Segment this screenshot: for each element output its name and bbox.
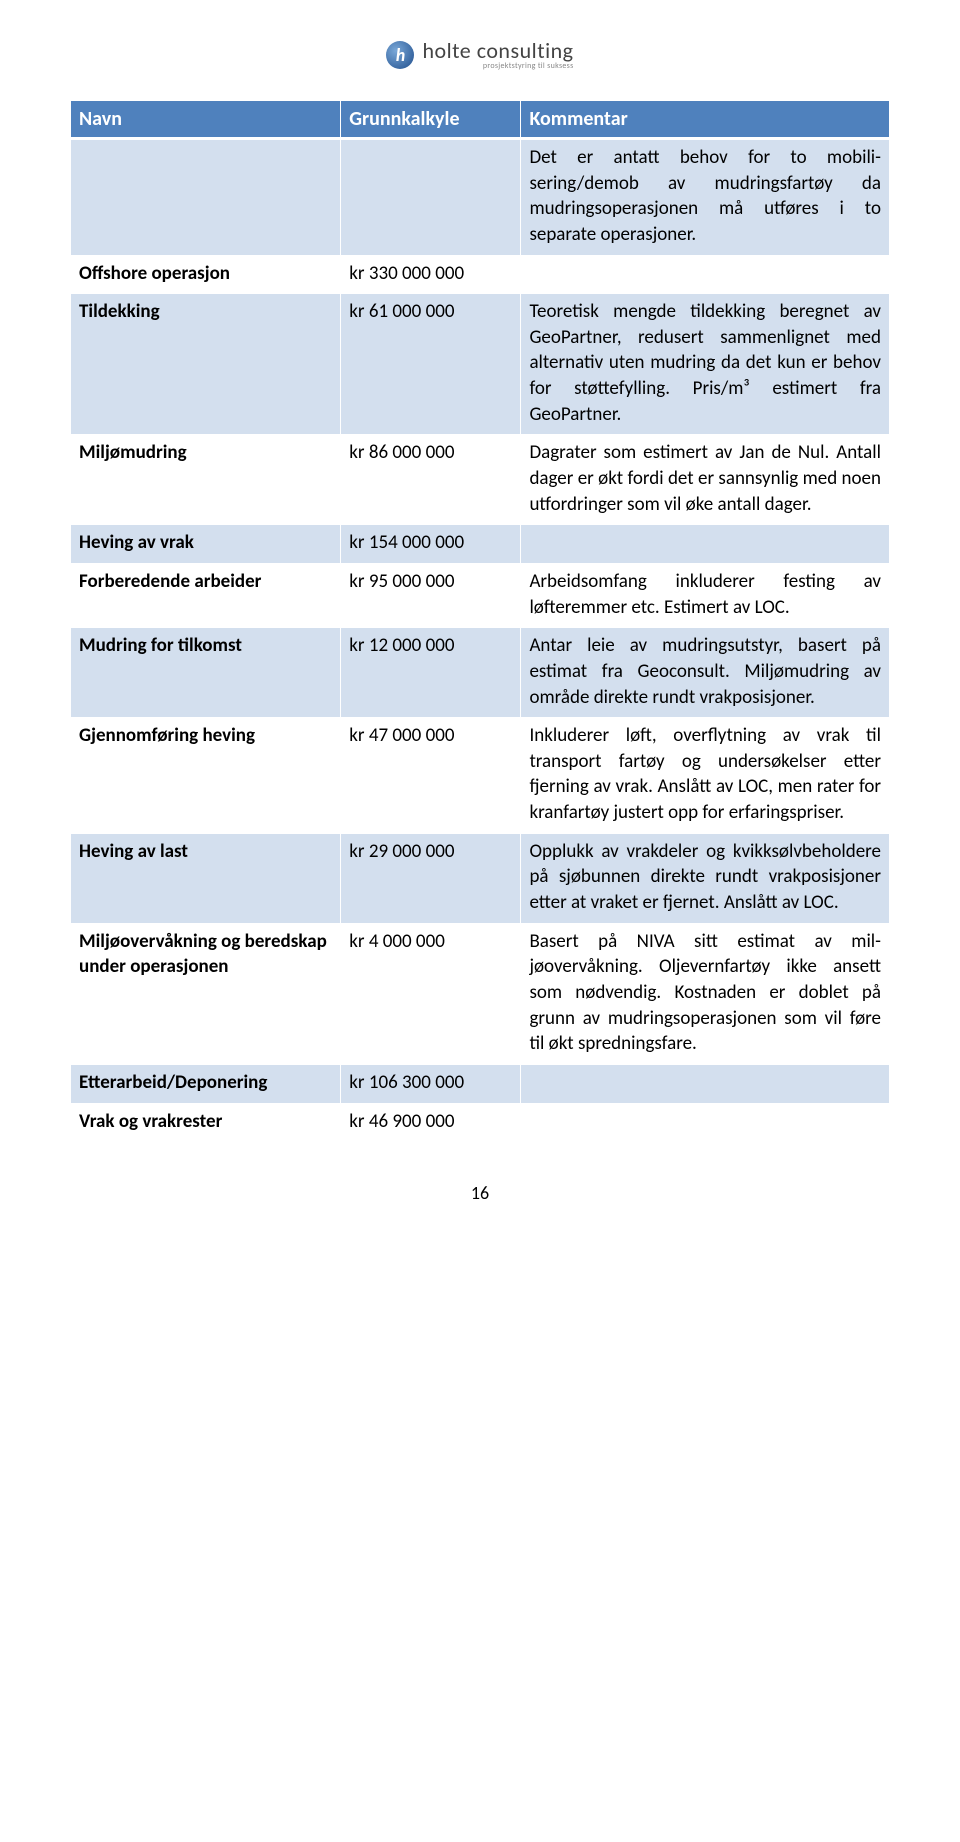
- logo-letter: h: [396, 44, 406, 66]
- cell-comment: Opplukk av vrakdeler og kvikksølv­behold…: [521, 833, 890, 923]
- cell-name: Etterarbeid/Deponering: [71, 1064, 341, 1103]
- cell-value: kr 95 000 000: [341, 563, 521, 627]
- table-row: Forberedende arbeiderkr 95 000 000Arbeid…: [71, 563, 890, 627]
- cell-comment: [521, 1064, 890, 1103]
- cell-comment: Basert på NIVA sitt estimat av mil­jøove…: [521, 923, 890, 1064]
- header-navn: Navn: [71, 101, 341, 139]
- logo-text-block: holte consulting prosjektstyring til suk…: [422, 40, 573, 70]
- page-number: 16: [70, 1182, 890, 1204]
- page-header-logo: h holte consulting prosjektstyring til s…: [70, 40, 890, 70]
- cell-comment: Antar leie av mudringsutstyr, ba­sert på…: [521, 628, 890, 718]
- cell-name: Heving av last: [71, 833, 341, 923]
- logo-mark: h: [386, 41, 414, 69]
- cell-comment: Inkluderer løft, overflytning av vrak ti…: [521, 718, 890, 834]
- table-row: Miljøovervåkning og bered­skap under ope…: [71, 923, 890, 1064]
- table-row: Tildekkingkr 61 000 000Teoretisk mengde …: [71, 294, 890, 435]
- cell-value: kr 4 000 000: [341, 923, 521, 1064]
- cell-comment: Teoretisk mengde tildekking be­regnet av…: [521, 294, 890, 435]
- cell-value: kr 154 000 000: [341, 525, 521, 564]
- cell-comment: [521, 525, 890, 564]
- cell-name: Heving av vrak: [71, 525, 341, 564]
- table-row: Miljømudringkr 86 000 000Dagrater som es…: [71, 435, 890, 525]
- table-row: Vrak og vrakresterkr 46 900 000: [71, 1103, 890, 1142]
- logo-company-name: holte consulting: [422, 40, 573, 62]
- cell-value: kr 106 300 000: [341, 1064, 521, 1103]
- cost-table: Navn Grunnkalkyle Kommentar Det er antat…: [70, 100, 890, 1142]
- logo-tagline: prosjektstyring til suksess: [422, 62, 573, 70]
- cell-value: kr 29 000 000: [341, 833, 521, 923]
- table-row: Det er antatt behov for to mobili­sering…: [71, 139, 890, 256]
- table-row: Gjennomføring hevingkr 47 000 000Inklude…: [71, 718, 890, 834]
- cell-name: Tildekking: [71, 294, 341, 435]
- cell-value: kr 61 000 000: [341, 294, 521, 435]
- cell-comment: [521, 255, 890, 294]
- cell-comment: Det er antatt behov for to mobili­sering…: [521, 139, 890, 256]
- cell-comment: Arbeidsomfang inkluderer festing av løft…: [521, 563, 890, 627]
- table-row: Etterarbeid/Deponeringkr 106 300 000: [71, 1064, 890, 1103]
- cell-value: kr 12 000 000: [341, 628, 521, 718]
- cell-name: Gjennomføring heving: [71, 718, 341, 834]
- table-header-row: Navn Grunnkalkyle Kommentar: [71, 101, 890, 139]
- cell-name: Vrak og vrakrester: [71, 1103, 341, 1142]
- header-kommentar: Kommentar: [521, 101, 890, 139]
- cell-comment: Dagrater som estimert av Jan de Nul. Ant…: [521, 435, 890, 525]
- cell-value: kr 47 000 000: [341, 718, 521, 834]
- cell-comment: [521, 1103, 890, 1142]
- cell-name: Offshore operasjon: [71, 255, 341, 294]
- cell-name: Forberedende arbeider: [71, 563, 341, 627]
- cell-name: Mudring for tilkomst: [71, 628, 341, 718]
- logo: h holte consulting prosjektstyring til s…: [386, 40, 573, 70]
- cell-name: [71, 139, 341, 256]
- table-row: Heving av lastkr 29 000 000Opplukk av vr…: [71, 833, 890, 923]
- table-row: Heving av vrakkr 154 000 000: [71, 525, 890, 564]
- cell-name: Miljøovervåkning og bered­skap under ope…: [71, 923, 341, 1064]
- table-row: Mudring for tilkomstkr 12 000 000Antar l…: [71, 628, 890, 718]
- cell-value: [341, 139, 521, 256]
- table-row: Offshore operasjonkr 330 000 000: [71, 255, 890, 294]
- header-grunnkalkyle: Grunnkalkyle: [341, 101, 521, 139]
- cell-value: kr 86 000 000: [341, 435, 521, 525]
- cell-value: kr 46 900 000: [341, 1103, 521, 1142]
- cell-name: Miljømudring: [71, 435, 341, 525]
- cell-value: kr 330 000 000: [341, 255, 521, 294]
